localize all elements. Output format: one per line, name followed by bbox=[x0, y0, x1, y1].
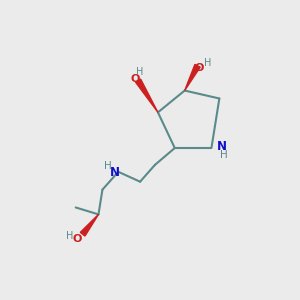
Text: H: H bbox=[220, 150, 228, 160]
Text: O: O bbox=[73, 234, 82, 244]
Text: O: O bbox=[195, 63, 204, 73]
Polygon shape bbox=[185, 64, 200, 91]
Text: H: H bbox=[103, 161, 111, 171]
Text: H: H bbox=[204, 58, 211, 68]
Polygon shape bbox=[80, 214, 98, 236]
Text: H: H bbox=[66, 231, 74, 241]
Text: H: H bbox=[136, 67, 144, 77]
Text: N: N bbox=[110, 166, 120, 179]
Text: O: O bbox=[130, 74, 140, 84]
Text: N: N bbox=[216, 140, 226, 152]
Polygon shape bbox=[136, 79, 158, 112]
